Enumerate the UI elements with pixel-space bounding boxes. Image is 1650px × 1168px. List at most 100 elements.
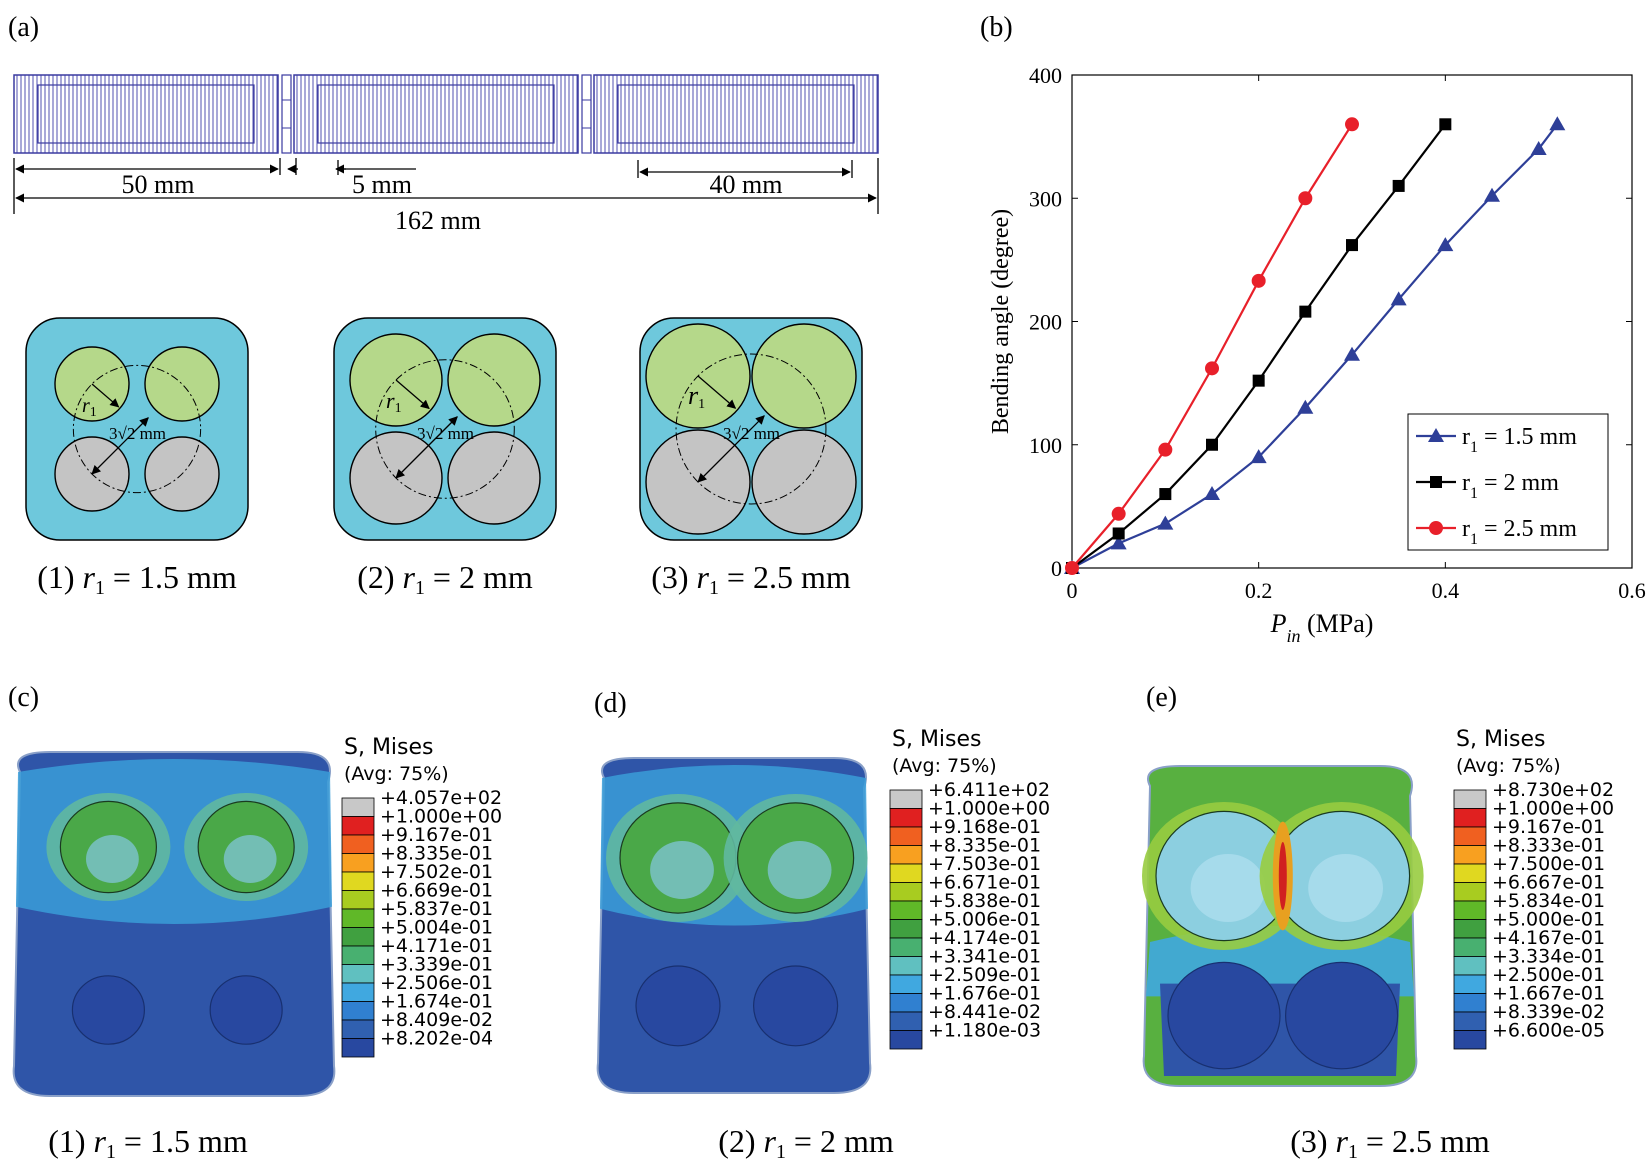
legend-swatch bbox=[889, 826, 923, 846]
cross-section-3: r13√2 mm(3) r1 = 2.5 mm bbox=[639, 317, 863, 599]
chamber-inner bbox=[650, 841, 714, 899]
legend-value: +9.167e-01 bbox=[1492, 816, 1605, 838]
data-point bbox=[1204, 486, 1220, 501]
radius-arrow bbox=[395, 379, 430, 410]
legend-value: +6.671e-01 bbox=[928, 872, 1041, 894]
x-tick-label: 0 bbox=[1067, 578, 1078, 603]
radius-arrow bbox=[697, 375, 737, 409]
legend-swatch bbox=[889, 919, 923, 939]
legend-value: +4.174e-01 bbox=[928, 927, 1041, 949]
y-tick-label: 0 bbox=[1051, 556, 1062, 581]
legend-swatch bbox=[341, 1038, 375, 1058]
data-point bbox=[1439, 118, 1452, 131]
legend-value: +1.000e+00 bbox=[928, 798, 1050, 820]
y-axis-label: Bending angle (degree) bbox=[988, 209, 1014, 434]
legend-value: +9.168e-01 bbox=[928, 816, 1041, 838]
data-point bbox=[1392, 179, 1405, 192]
data-point bbox=[1484, 187, 1500, 202]
data-point bbox=[1390, 291, 1407, 306]
legend-swatch bbox=[1453, 900, 1487, 920]
data-point bbox=[1112, 527, 1125, 540]
data-point bbox=[1298, 191, 1313, 206]
legend-marker bbox=[1428, 428, 1444, 442]
data-point bbox=[1158, 442, 1173, 457]
x-tick-label: 0.4 bbox=[1432, 578, 1460, 603]
legend-value: +8.730e+02 bbox=[1492, 779, 1614, 801]
series-line bbox=[1071, 123, 1559, 569]
legend-value: +5.838e-01 bbox=[928, 890, 1041, 912]
cross-section-caption: (2) r1 = 2 mm bbox=[357, 559, 533, 599]
bottom-chamber bbox=[635, 965, 721, 1047]
legend-value: +5.834e-01 bbox=[1492, 890, 1605, 912]
data-point bbox=[1299, 305, 1312, 318]
legend-avg: (Avg: 75%) bbox=[1456, 755, 1561, 777]
y-tick-label: 300 bbox=[1029, 186, 1062, 211]
bottom-chamber bbox=[1167, 961, 1281, 1070]
data-point bbox=[1549, 116, 1566, 131]
cross-section-caption: (3) r1 = 2.5 mm bbox=[651, 559, 851, 599]
cross-section-1: r13√2 mm(1) r1 = 1.5 mm bbox=[25, 317, 249, 599]
legend-swatch bbox=[341, 964, 375, 984]
y-tick-label: 200 bbox=[1029, 310, 1062, 335]
legend-title: S, Mises bbox=[344, 735, 434, 760]
data-point bbox=[1157, 515, 1174, 530]
legend-value: +4.167e-01 bbox=[1492, 927, 1605, 949]
legend-entry: r1 = 2.5 mm bbox=[1462, 516, 1577, 548]
data-point bbox=[1437, 237, 1454, 252]
distance-label: 3√2 mm bbox=[109, 424, 166, 443]
data-point bbox=[1297, 399, 1314, 414]
legend-value: +6.669e-01 bbox=[380, 880, 493, 902]
distance-label: 3√2 mm bbox=[723, 424, 780, 443]
panel-label-b: (b) bbox=[980, 12, 1013, 43]
data-point bbox=[1344, 346, 1360, 361]
legend-value: +8.335e-01 bbox=[928, 835, 1041, 857]
chamber-circle bbox=[751, 429, 857, 535]
legend-swatch bbox=[1453, 919, 1487, 939]
legend-value: +6.411e+02 bbox=[928, 779, 1050, 801]
distance-label: 3√2 mm bbox=[417, 424, 474, 443]
legend-swatch bbox=[341, 982, 375, 1002]
legend-value: +1.676e-01 bbox=[928, 983, 1041, 1005]
legend-swatch bbox=[341, 945, 375, 965]
legend-swatch bbox=[341, 834, 375, 854]
legend-swatch bbox=[889, 900, 923, 920]
legend-value: +5.000e-01 bbox=[1492, 909, 1605, 931]
data-point bbox=[1252, 374, 1265, 387]
legend-swatch bbox=[889, 882, 923, 902]
data-point bbox=[1111, 506, 1126, 521]
data-point bbox=[1205, 361, 1219, 376]
legend-swatch bbox=[1453, 808, 1487, 828]
legend-value: +3.334e-01 bbox=[1492, 946, 1605, 968]
legend-value: +1.000e+00 bbox=[380, 806, 502, 828]
legend-marker bbox=[1430, 476, 1442, 488]
legend-value: +8.441e-02 bbox=[928, 1001, 1041, 1023]
dim-162mm: 162 mm bbox=[395, 206, 481, 235]
legend-value: +7.502e-01 bbox=[380, 861, 493, 883]
legend-title: S, Mises bbox=[892, 727, 982, 752]
panel-label-c: (c) bbox=[8, 682, 39, 713]
distance-arrow bbox=[697, 415, 765, 483]
chamber-inner bbox=[767, 841, 832, 899]
distance-arrow bbox=[91, 417, 149, 475]
legend-swatch bbox=[889, 808, 923, 828]
contour-caption: (1) r1 = 1.5 mm bbox=[48, 1123, 248, 1163]
legend-entry: r1 = 1.5 mm bbox=[1462, 424, 1577, 456]
legend-swatch bbox=[341, 797, 375, 817]
legend-avg: (Avg: 75%) bbox=[892, 755, 997, 777]
contour-caption: (2) r1 = 2 mm bbox=[718, 1123, 894, 1163]
legend-value: +6.667e-01 bbox=[1492, 872, 1605, 894]
legend-value: +8.409e-02 bbox=[380, 1009, 493, 1031]
data-point bbox=[1065, 561, 1079, 575]
legend-title: S, Mises bbox=[1456, 727, 1546, 752]
legend-value: +1.180e-03 bbox=[928, 1020, 1041, 1042]
contour-plot-1: S, Mises (Avg: 75%)+4.057e+02+1.000e+00+9… bbox=[12, 735, 502, 1163]
legend-value: +4.171e-01 bbox=[380, 935, 493, 957]
bottom-chamber bbox=[71, 975, 146, 1045]
legend-value: +1.674e-01 bbox=[380, 991, 493, 1013]
legend-swatch bbox=[889, 956, 923, 976]
x-tick-label: 0.6 bbox=[1618, 578, 1646, 603]
legend-value: +2.500e-01 bbox=[1492, 964, 1605, 986]
bending-angle-chart: 0 0.2 0.4 0.6 0 100 200 300 400 Bending angle (de… bbox=[988, 63, 1646, 646]
legend-swatch bbox=[1453, 789, 1487, 809]
legend-swatch bbox=[1453, 956, 1487, 976]
